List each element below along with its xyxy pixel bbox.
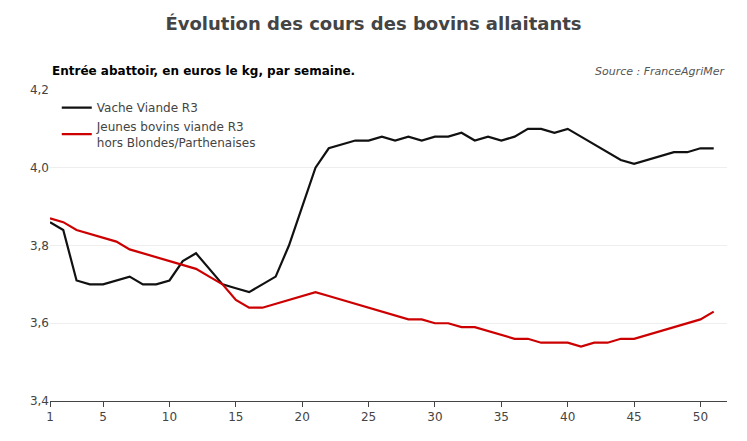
svg-text:45: 45 [626,410,641,424]
svg-text:30: 30 [427,410,442,424]
svg-text:35: 35 [494,410,509,424]
svg-text:3,8: 3,8 [30,239,49,253]
svg-text:4,0: 4,0 [30,161,49,175]
svg-text:10: 10 [162,410,177,424]
svg-text:5: 5 [99,410,107,424]
svg-text:40: 40 [560,410,575,424]
svg-text:Entrée abattoir, en euros le k: Entrée abattoir, en euros le kg, par sem… [52,64,355,78]
svg-text:20: 20 [295,410,310,424]
svg-text:15: 15 [228,410,243,424]
svg-text:3,4: 3,4 [30,394,49,408]
svg-text:3,6: 3,6 [30,316,49,330]
svg-text:4,2: 4,2 [30,83,49,97]
svg-text:Évolution des cours des bovins: Évolution des cours des bovins allaitant… [165,13,581,34]
svg-text:Source : FranceAgriMer: Source : FranceAgriMer [595,65,725,78]
svg-text:50: 50 [693,410,708,424]
svg-text:Jeunes bovins viande R3hors Bl: Jeunes bovins viande R3hors Blondes/Part… [96,120,256,150]
svg-text:25: 25 [361,410,376,424]
svg-text:Vache Viande R3: Vache Viande R3 [97,101,198,115]
svg-text:1: 1 [46,410,54,424]
